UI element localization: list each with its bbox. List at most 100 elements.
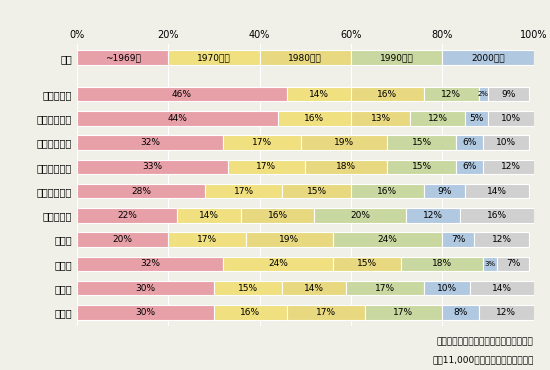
Text: 18%: 18% (336, 162, 356, 171)
Text: 6%: 6% (463, 138, 477, 147)
Bar (456, 135, 483, 150)
Text: 12%: 12% (441, 90, 461, 98)
Text: 5%: 5% (469, 114, 483, 123)
Bar (77, 87, 287, 101)
Bar (214, 305, 287, 320)
Bar (534, 50, 550, 65)
Bar (168, 232, 246, 247)
Text: 資料：物流基礎調査（実態アンケート）: 資料：物流基礎調査（実態アンケート） (437, 337, 534, 346)
Bar (77, 159, 228, 174)
Bar (442, 50, 534, 65)
Bar (406, 208, 460, 223)
Bar (283, 281, 346, 295)
Text: 13%: 13% (371, 114, 390, 123)
Bar (77, 281, 214, 295)
Bar (474, 232, 529, 247)
Bar (241, 208, 315, 223)
Text: 14%: 14% (487, 186, 507, 196)
Bar (283, 184, 351, 198)
Bar (77, 305, 214, 320)
Text: 32%: 32% (140, 259, 160, 268)
Text: 12%: 12% (492, 235, 512, 244)
Bar (168, 50, 260, 65)
Bar (478, 87, 488, 101)
Text: 1970年代: 1970年代 (197, 53, 231, 62)
Text: 10%: 10% (437, 283, 457, 293)
Text: 20%: 20% (113, 235, 133, 244)
Text: 17%: 17% (393, 308, 414, 317)
Text: 7%: 7% (451, 235, 465, 244)
Bar (478, 305, 534, 320)
Text: 24%: 24% (268, 259, 288, 268)
Text: 12%: 12% (496, 308, 516, 317)
Text: 14%: 14% (492, 283, 512, 293)
Bar (333, 256, 401, 271)
Bar (456, 159, 483, 174)
Text: 46%: 46% (172, 90, 192, 98)
Bar (305, 159, 387, 174)
Text: 19%: 19% (334, 138, 354, 147)
Text: 10%: 10% (496, 138, 516, 147)
Text: 16%: 16% (377, 186, 398, 196)
Bar (223, 256, 333, 271)
Text: 17%: 17% (375, 283, 395, 293)
Text: 17%: 17% (234, 186, 254, 196)
Bar (205, 184, 283, 198)
Text: 15%: 15% (306, 186, 327, 196)
Bar (442, 232, 474, 247)
Bar (365, 305, 442, 320)
Bar (287, 305, 365, 320)
Text: 14%: 14% (304, 283, 324, 293)
Text: 15%: 15% (411, 138, 432, 147)
Bar (77, 232, 168, 247)
Bar (460, 208, 534, 223)
Bar (287, 87, 351, 101)
Text: 14%: 14% (309, 90, 329, 98)
Text: 1990年代: 1990年代 (379, 53, 414, 62)
Text: 32%: 32% (140, 138, 160, 147)
Text: 17%: 17% (252, 138, 272, 147)
Bar (351, 87, 424, 101)
Text: 7%: 7% (506, 259, 520, 268)
Text: （組11,000事業所の拡大後の集計）: （組11,000事業所の拡大後の集計） (432, 356, 534, 364)
Bar (214, 281, 283, 295)
Bar (387, 159, 456, 174)
Text: 22%: 22% (117, 211, 137, 220)
Bar (333, 232, 442, 247)
Bar (77, 50, 168, 65)
Text: 8%: 8% (453, 308, 468, 317)
Text: 15%: 15% (357, 259, 377, 268)
Bar (246, 232, 333, 247)
Bar (483, 159, 538, 174)
Bar (77, 135, 223, 150)
Text: 9%: 9% (437, 186, 452, 196)
Bar (483, 256, 497, 271)
Bar (315, 208, 406, 223)
Text: 14%: 14% (200, 211, 219, 220)
Text: 17%: 17% (256, 162, 277, 171)
Text: 15%: 15% (238, 283, 258, 293)
Bar (465, 184, 529, 198)
Text: ~1969年: ~1969年 (104, 53, 141, 62)
Text: 16%: 16% (240, 308, 261, 317)
Text: 16%: 16% (487, 211, 507, 220)
Bar (424, 184, 465, 198)
Bar (346, 281, 424, 295)
Text: 30%: 30% (135, 283, 156, 293)
Bar (401, 256, 483, 271)
Text: 9%: 9% (501, 90, 515, 98)
Text: 17%: 17% (316, 308, 336, 317)
Text: 30%: 30% (135, 308, 156, 317)
Bar (223, 135, 301, 150)
Text: 16%: 16% (304, 114, 324, 123)
Text: 1980年代: 1980年代 (288, 53, 322, 62)
Bar (470, 281, 534, 295)
Text: 24%: 24% (377, 235, 397, 244)
Bar (488, 87, 529, 101)
Text: 12%: 12% (500, 162, 521, 171)
Bar (351, 111, 410, 125)
Text: 33%: 33% (142, 162, 162, 171)
Text: 17%: 17% (197, 235, 217, 244)
Text: 3%: 3% (485, 261, 496, 267)
Bar (488, 111, 534, 125)
